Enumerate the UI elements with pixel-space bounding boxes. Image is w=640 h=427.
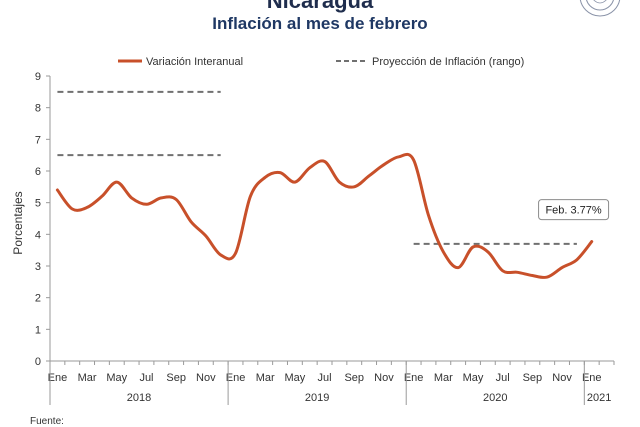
y-tick-label: 9 <box>35 71 41 83</box>
x-tick-label: Ene <box>582 372 602 384</box>
y-tick-label: 8 <box>35 103 41 115</box>
year-label: 2018 <box>127 392 151 404</box>
x-tick-label: Sep <box>523 372 543 384</box>
x-tick-label: Jul <box>139 372 153 384</box>
y-tick-label: 6 <box>35 166 41 178</box>
axes <box>50 76 614 361</box>
x-tick-label: Ene <box>48 372 68 384</box>
interanual-line <box>57 154 591 277</box>
y-tick-label: 5 <box>35 198 41 210</box>
x-tick-label: Ene <box>226 372 246 384</box>
x-tick-label: Jul <box>318 372 332 384</box>
legend-label-interanual: Variación Interanual <box>146 56 243 68</box>
x-tick-label: Nov <box>196 372 216 384</box>
series-proyeccion <box>57 92 576 244</box>
y-tick-label: 2 <box>35 293 41 305</box>
y-tick-label: 1 <box>35 324 41 336</box>
series-interanual <box>57 154 592 277</box>
source-note: Fuente: <box>30 416 64 427</box>
y-tick-label: 7 <box>35 134 41 146</box>
year-label: 2020 <box>483 392 507 404</box>
y-tick-label: 0 <box>35 356 41 368</box>
x-tick-label: Mar <box>256 372 275 384</box>
x-tick-label: Nov <box>374 372 394 384</box>
legend: Variación Interanual Proyección de Infla… <box>118 56 524 68</box>
x-tick-label: Mar <box>434 372 453 384</box>
legend-label-proyeccion: Proyección de Inflación (rango) <box>372 56 524 68</box>
annotations: Feb. 3.77% <box>539 200 609 220</box>
x-tick-label: May <box>106 372 127 384</box>
y-tick-label: 3 <box>35 261 41 273</box>
x-tick-label: Sep <box>344 372 364 384</box>
y-axis-label: Porcentajes <box>11 191 25 254</box>
x-tick-label: Sep <box>166 372 186 384</box>
x-tick-label: May <box>463 372 484 384</box>
year-label: 2019 <box>305 392 329 404</box>
x-tick-label: May <box>285 372 306 384</box>
y-tick-label: 4 <box>35 229 41 241</box>
x-tick-label: Mar <box>78 372 97 384</box>
x-tick-label: Jul <box>496 372 510 384</box>
year-label: 2021 <box>587 392 611 404</box>
ticks: 0 1 2 3 4 5 6 7 8 9 Ene Mar May Jul Sep Nov Ene Mar May Jul… <box>35 71 614 405</box>
x-tick-label: Ene <box>404 372 424 384</box>
x-tick-label: Nov <box>552 372 572 384</box>
annotation-label: Feb. 3.77% <box>545 205 601 217</box>
